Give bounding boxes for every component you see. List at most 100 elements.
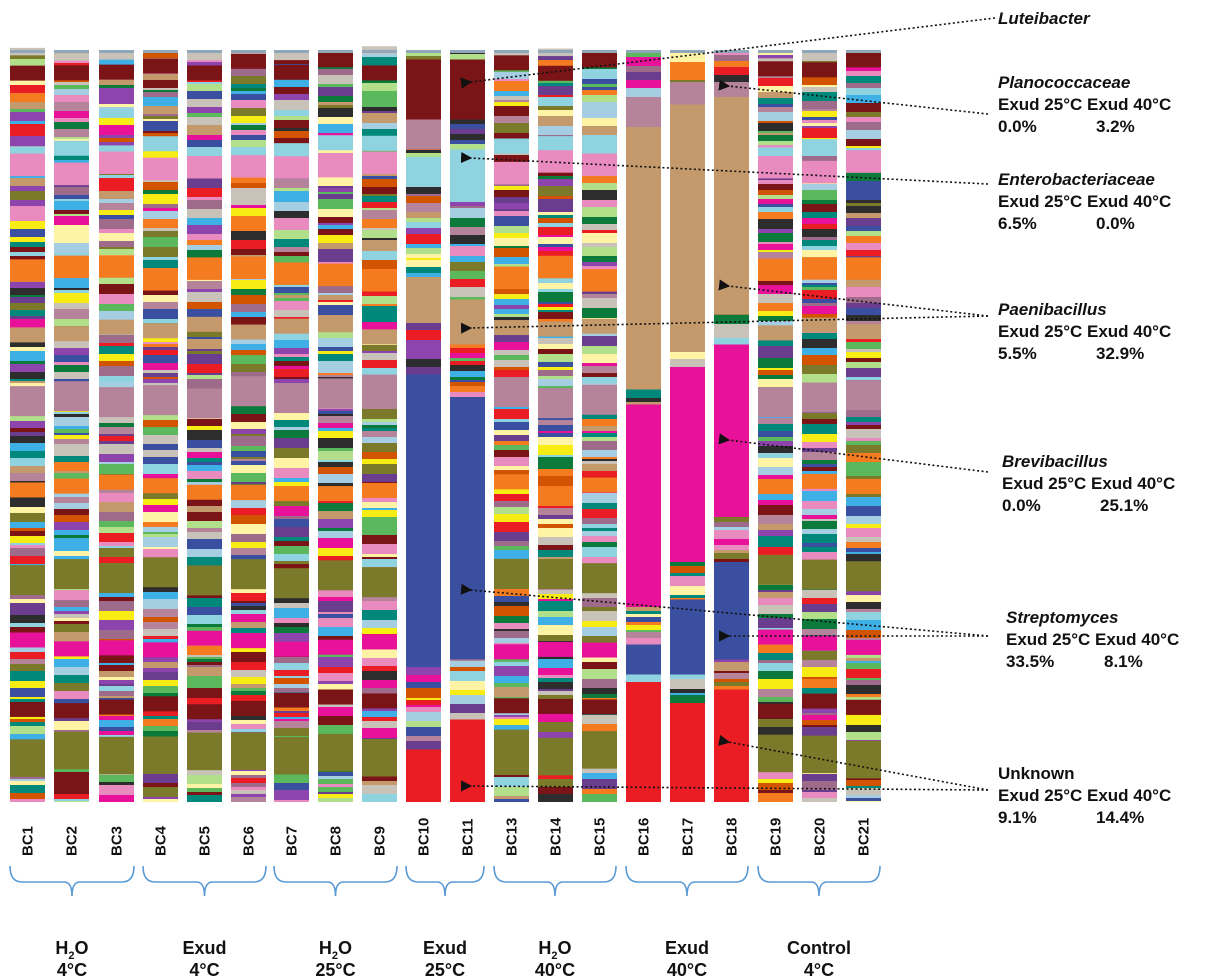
segment-minor-taxon (187, 339, 222, 349)
segment-minor-taxon (758, 689, 793, 697)
segment-minor-taxon (143, 379, 178, 383)
segment-minor-taxon (187, 337, 222, 339)
annotation-arrow (460, 780, 989, 792)
segment-minor-taxon (582, 346, 617, 354)
segment-minor-taxon (494, 623, 529, 629)
segment-minor-taxon (362, 312, 397, 322)
segment-minor-taxon (10, 112, 45, 121)
segment-minor-taxon (538, 599, 573, 601)
segment-minor-taxon (494, 676, 529, 683)
segment-minor-taxon (538, 292, 573, 302)
segment-minor-taxon (494, 593, 529, 596)
segment-minor-taxon (494, 494, 529, 501)
segment-minor-taxon (99, 782, 134, 785)
segment-minor-taxon (318, 438, 353, 448)
segment-minor-taxon (802, 237, 837, 240)
segment-minor-taxon (450, 54, 485, 64)
segment-minor-taxon (274, 678, 309, 684)
segment-minor-taxon (187, 82, 222, 84)
segment-taxon (318, 639, 353, 655)
segment-minor-taxon (231, 677, 266, 684)
segment-minor-taxon (143, 450, 178, 457)
segment-minor-taxon (231, 295, 266, 304)
segment-minor-taxon (274, 546, 309, 554)
segment-minor-taxon (362, 721, 397, 728)
segment-minor-taxon (274, 252, 309, 256)
segment-minor-taxon (714, 545, 749, 550)
segment-minor-taxon (274, 287, 309, 293)
segment-minor-taxon (846, 554, 881, 564)
segment-minor-taxon (362, 559, 397, 567)
segment-minor-taxon (494, 777, 529, 785)
segment-minor-taxon (10, 316, 45, 319)
segment-minor-taxon (450, 144, 485, 153)
segment-minor-taxon (143, 350, 178, 355)
segment-minor-taxon (318, 467, 353, 474)
segment-minor-taxon (802, 250, 837, 257)
segment-minor-taxon (187, 225, 222, 234)
segment-minor-taxon (362, 717, 397, 721)
segment-minor-taxon (187, 655, 222, 657)
segment-taxon (143, 557, 178, 588)
segment-minor-taxon (538, 625, 573, 635)
segment-minor-taxon (538, 106, 573, 110)
segment-taxon (802, 62, 837, 78)
segment-minor-taxon (99, 423, 134, 427)
annotation-header: Exud 25°C Exud 40°C (1006, 630, 1179, 649)
segment-taxon (802, 382, 837, 413)
segment-minor-taxon (758, 614, 793, 618)
segment-minor-taxon (670, 349, 705, 359)
segment-minor-taxon (10, 252, 45, 256)
segment-minor-taxon (758, 663, 793, 671)
segment-minor-taxon (846, 250, 881, 256)
segment-minor-taxon (802, 604, 837, 612)
segment-taxon (758, 703, 793, 719)
segment-minor-taxon (450, 377, 485, 380)
segment-minor-taxon (10, 191, 45, 200)
segment-minor-taxon (582, 471, 617, 479)
segment-minor-taxon (362, 196, 397, 202)
segment-minor-taxon (99, 630, 134, 639)
sample-label-bc19: BC19 (768, 818, 785, 856)
segment-minor-taxon (802, 339, 837, 348)
segment-minor-taxon (538, 235, 573, 237)
segment-minor-taxon (318, 347, 353, 351)
segment-planococcaceae (714, 82, 749, 97)
segment-minor-taxon (318, 784, 353, 787)
segment-minor-taxon (187, 452, 222, 458)
segment-minor-taxon (54, 309, 89, 319)
segment-minor-taxon (494, 719, 529, 725)
segment-minor-taxon (494, 209, 529, 211)
segment-minor-taxon (231, 231, 266, 240)
segment-minor-taxon (274, 77, 309, 87)
segment-minor-taxon (187, 354, 222, 364)
segment-minor-taxon (187, 125, 222, 131)
segment-minor-taxon (714, 539, 749, 545)
segment-minor-taxon (10, 522, 45, 528)
segment-minor-taxon (538, 787, 573, 794)
segment-minor-taxon (187, 766, 222, 775)
sample-label-bc14: BC14 (548, 817, 565, 856)
segment-minor-taxon (187, 775, 222, 784)
segment-minor-taxon (406, 153, 441, 158)
segment-minor-taxon (318, 375, 353, 377)
segment-taxon (758, 61, 793, 77)
segment-planococcaceae (626, 97, 661, 127)
segment-taxon (538, 641, 573, 657)
segment-minor-taxon (54, 216, 89, 225)
segment-minor-taxon (758, 467, 793, 475)
segment-minor-taxon (362, 194, 397, 196)
segment-minor-taxon (54, 201, 89, 210)
segment-minor-taxon (10, 214, 45, 221)
segment-taxon (231, 633, 266, 649)
segment-minor-taxon (362, 510, 397, 517)
segment-minor-taxon (538, 244, 573, 247)
segment-minor-taxon (494, 787, 529, 796)
segment-minor-taxon (802, 212, 837, 218)
segment-minor-taxon (538, 779, 573, 787)
segment-minor-taxon (538, 437, 573, 445)
segment-minor-taxon (274, 357, 309, 361)
segment-minor-taxon (318, 105, 353, 108)
segment-minor-taxon (99, 441, 134, 444)
segment-minor-taxon (846, 146, 881, 150)
